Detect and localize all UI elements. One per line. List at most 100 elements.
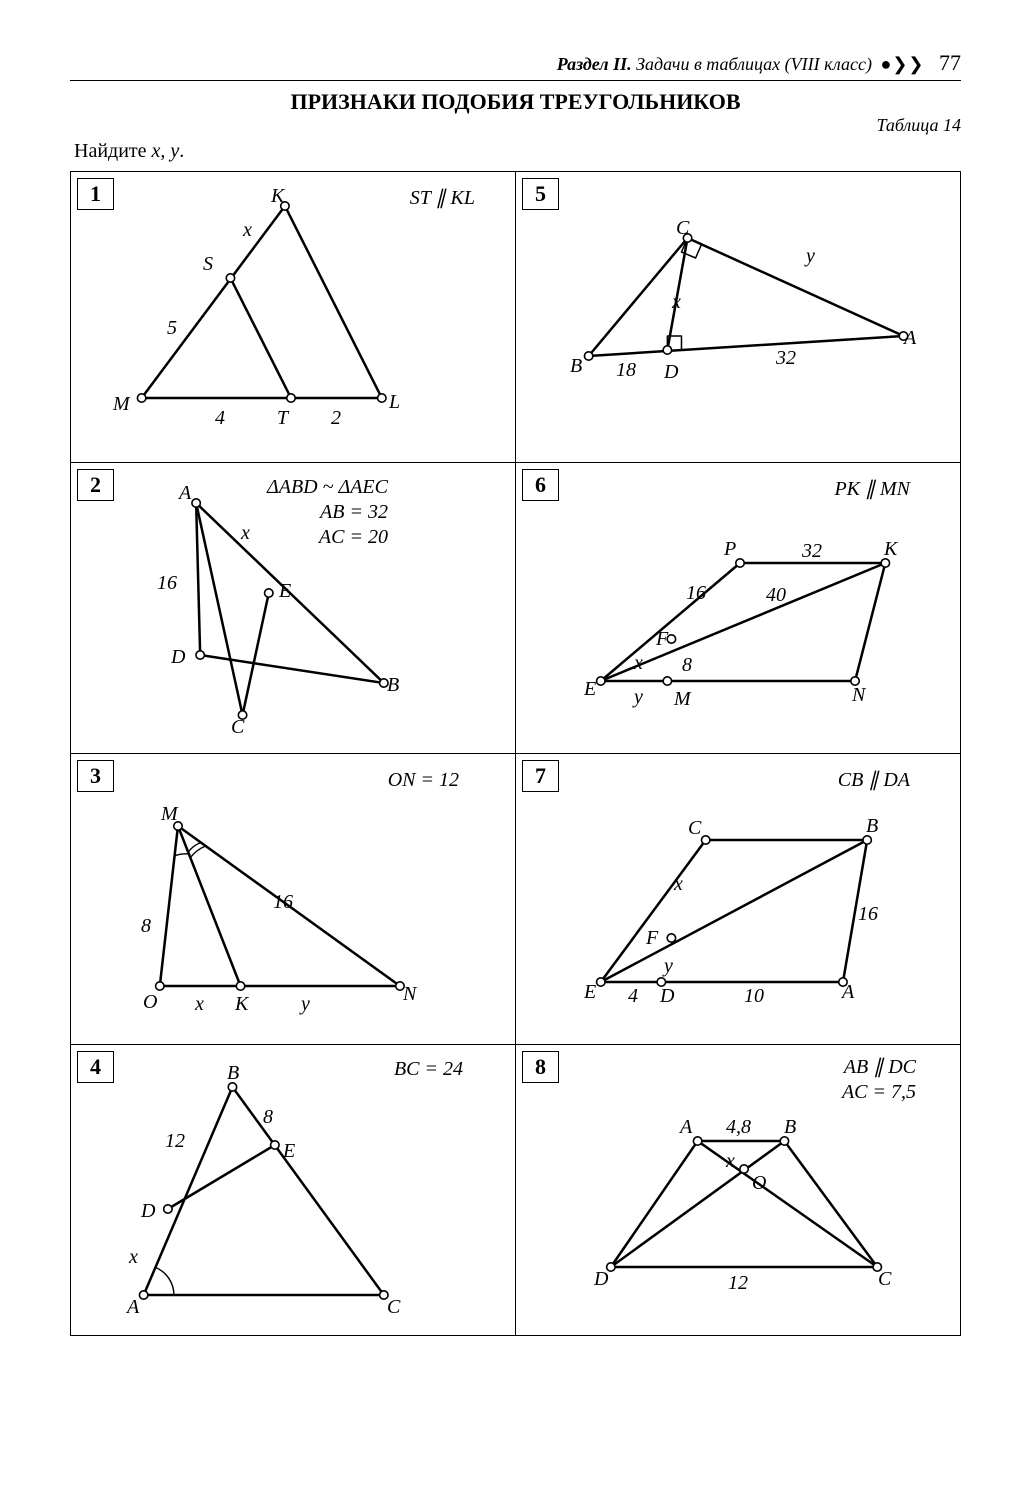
geom-label: M (161, 804, 178, 824)
geom-label: C (387, 1297, 400, 1317)
geom-label: 32 (776, 348, 796, 368)
cell-number: 1 (77, 178, 114, 210)
geom-label: y (301, 994, 310, 1014)
geom-label: K (271, 186, 284, 206)
cell-1: 1ST ∥ KLKSMTLx542 (71, 172, 516, 463)
geom-label: x (129, 1247, 138, 1267)
geom-label: A (179, 483, 191, 503)
cell-number: 4 (77, 1051, 114, 1083)
geom-label: M (113, 394, 130, 414)
geom-label: C (688, 818, 701, 838)
geom-label: B (227, 1063, 239, 1083)
geom-label: C (676, 218, 689, 238)
instruction: Найдите x, y. (74, 140, 961, 163)
cell-number: 2 (77, 469, 114, 501)
geom-label: 10 (744, 986, 764, 1006)
geom-label: 8 (682, 655, 692, 675)
cell-3: 3ON = 12MOKN816xy (71, 754, 516, 1045)
cell-4: 4 BC = 24 B E D A C 12 8 x (71, 1045, 516, 1336)
geom-label: B (784, 1117, 796, 1137)
geom-label: P (724, 539, 736, 559)
geom-label: T (277, 408, 288, 428)
running-header: Раздел II. Задачи в таблицах (VIII класс… (70, 50, 961, 81)
geom-label: E (584, 679, 596, 699)
cell-2: 2ΔABD ~ ΔAECAB = 32AC = 20AEDBCx16 (71, 463, 516, 754)
geom-label: 16 (157, 573, 177, 593)
geom-label: L (389, 392, 400, 412)
geom-label: 12 (165, 1131, 185, 1151)
geom-label: 8 (141, 916, 151, 936)
geom-label: D (594, 1269, 608, 1289)
geom-label: x (674, 874, 683, 894)
geom-label: 32 (802, 541, 822, 561)
geom-label: F (656, 629, 668, 649)
geom-label: D (660, 986, 674, 1006)
geom-label: 8 (263, 1107, 273, 1127)
geom-label: 4 (215, 408, 225, 428)
geom-label: 12 (728, 1273, 748, 1293)
cell-7: 7CB ∥ DACBFEDAxy41016 (516, 754, 961, 1045)
cell-number: 7 (522, 760, 559, 792)
geom-label: E (584, 982, 596, 1002)
geom-label: x (634, 653, 643, 673)
cell-condition: BC = 24 (394, 1057, 463, 1082)
cell-number: 3 (77, 760, 114, 792)
geom-label: D (141, 1201, 155, 1221)
geom-label: O (752, 1173, 766, 1193)
cell-condition: CB ∥ DA (838, 768, 910, 793)
geom-label: M (674, 689, 691, 709)
section-subtitle: Задачи в таблицах (VIII класс) (636, 54, 872, 74)
instruction-vars: x, y (152, 140, 180, 162)
geom-label: y (664, 956, 673, 976)
cell-8: 8AB ∥ DCAC = 7,5ABODCx4,812 (516, 1045, 961, 1336)
geom-label: C (231, 717, 244, 737)
geom-label: C (878, 1269, 891, 1289)
geom-label: x (241, 523, 250, 543)
geom-label: E (283, 1141, 295, 1161)
cell-condition: ST ∥ KL (410, 186, 475, 211)
geom-label: x (672, 292, 681, 312)
cell-condition: ON = 12 (388, 768, 459, 793)
geom-label: A (842, 982, 854, 1002)
geom-label: K (235, 994, 248, 1014)
geom-label: B (866, 816, 878, 836)
page-title: ПРИЗНАКИ ПОДОБИЯ ТРЕУГОЛЬНИКОВ (70, 89, 961, 115)
table-label: Таблица 14 (70, 115, 961, 136)
geom-label: K (884, 539, 897, 559)
geom-label: F (646, 928, 658, 948)
geom-label: D (664, 362, 678, 382)
geom-label: 16 (273, 892, 293, 912)
geom-label: A (904, 328, 916, 348)
geom-label: x (243, 220, 252, 240)
geom-label: S (203, 254, 213, 274)
geom-label: A (127, 1297, 139, 1317)
geom-label: D (171, 647, 185, 667)
page-number: 77 (933, 50, 961, 75)
geom-label: y (806, 246, 815, 266)
geom-label: 40 (766, 585, 786, 605)
instruction-suffix: . (179, 140, 184, 162)
geom-label: 16 (858, 904, 878, 924)
geom-label: A (680, 1117, 692, 1137)
geom-label: x (195, 994, 204, 1014)
problem-grid: 1ST ∥ KLKSMTLx542 5CABDxy1832 2ΔABD ~ ΔA… (70, 171, 961, 1336)
geom-label: B (387, 675, 399, 695)
header-bullets: ●❯❯ (876, 54, 928, 74)
geom-label: x (726, 1151, 735, 1171)
section-name: Раздел II. (557, 54, 632, 74)
geom-label: 16 (686, 583, 706, 603)
geom-label: N (852, 685, 865, 705)
geom-label: 5 (167, 318, 177, 338)
geom-label: 18 (616, 360, 636, 380)
cell-6: 6 PK ∥ MN P K F E M N 32 16 40 8 xy (516, 463, 961, 754)
geom-label: y (634, 687, 643, 707)
cell-5: 5 C A B Dx y 18 32 (516, 172, 961, 463)
cell-number: 6 (522, 469, 559, 501)
geom-label: B (570, 356, 582, 376)
cell-condition: PK ∥ MN (834, 477, 910, 502)
geom-label: E (279, 581, 291, 601)
cell-condition: AB ∥ DCAC = 7,5 (842, 1055, 916, 1105)
cell-number: 8 (522, 1051, 559, 1083)
cell-number: 5 (522, 178, 559, 210)
geom-label: O (143, 992, 157, 1012)
